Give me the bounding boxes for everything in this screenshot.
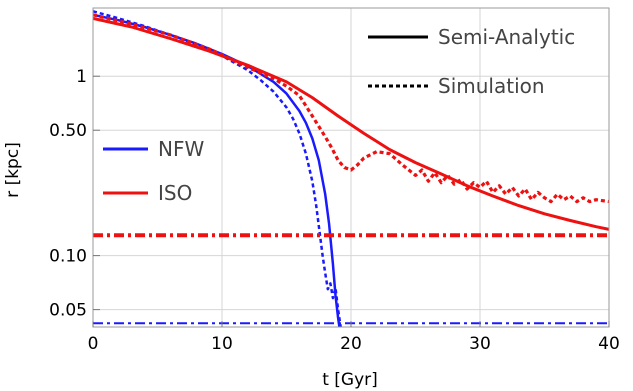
grid (93, 8, 609, 327)
x-tick-label: 0 (88, 334, 99, 354)
series-line-nfw-simulation (92, 10, 342, 328)
x-axis-title: t [Gyr] (322, 370, 378, 390)
x-tick-label: 10 (211, 334, 233, 354)
y-tick-label: 0.05 (49, 301, 87, 321)
legend-profile: NFW ISO (103, 137, 204, 205)
legend-label-iso: ISO (158, 181, 192, 205)
x-tick-label: 20 (340, 334, 362, 354)
y-tick-label: 1 (76, 67, 87, 87)
series-line-iso-simulation (92, 13, 610, 204)
x-tick-label: 40 (598, 334, 620, 354)
legend-label-nfw: NFW (158, 137, 204, 161)
ticks-layer (92, 75, 610, 327)
legend-linestyle: Semi-Analytic Simulation (368, 25, 575, 98)
y-tick-label: 0.50 (49, 121, 87, 141)
y-tick-label: 0.10 (49, 247, 87, 267)
x-tick-label: 30 (469, 334, 491, 354)
legend-label-semi-analytic: Semi-Analytic (438, 25, 575, 49)
series-line-nfw-semi-analytic (92, 13, 341, 328)
labels-layer: 0 10 20 30 40 0.05 0.10 0.50 1 (49, 67, 620, 354)
legend-label-simulation: Simulation (438, 74, 545, 98)
series-line-iso-semi-analytic (92, 16, 610, 231)
y-axis-title: r [kpc] (3, 142, 23, 198)
